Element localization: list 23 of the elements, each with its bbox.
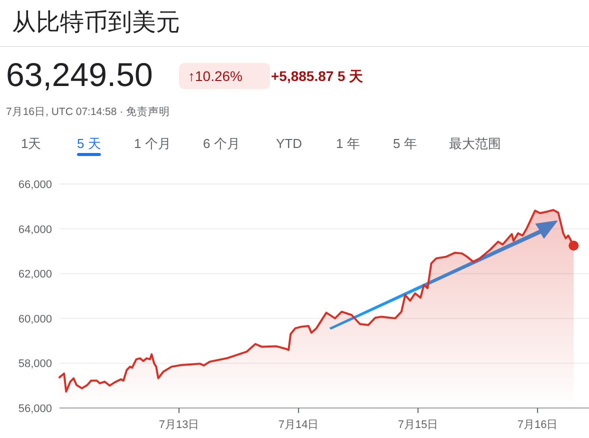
text: 1 年 bbox=[336, 136, 360, 151]
x-tick-label: 7月14日 bbox=[278, 419, 319, 431]
text: 5 年 bbox=[393, 136, 417, 151]
text: 6 个月 bbox=[203, 136, 240, 151]
text: 63,249.50 bbox=[6, 56, 153, 93]
x-tick-label: 7月13日 bbox=[158, 419, 200, 431]
y-tick-label: 66,000 bbox=[18, 179, 52, 191]
text: YTD bbox=[276, 136, 302, 151]
chart-title: 从比特币到美元 bbox=[12, 9, 180, 36]
y-tick-label: 58,000 bbox=[18, 358, 52, 370]
text: 最大范围 bbox=[449, 136, 501, 151]
text: ↑10.26% bbox=[188, 68, 242, 84]
text: 1 个月 bbox=[134, 136, 171, 151]
text: 7月16日, UTC 07:14:58 · 免责声明 bbox=[6, 105, 170, 118]
text: +5,885.87 5 天 bbox=[271, 68, 364, 84]
y-tick-label: 62,000 bbox=[18, 268, 52, 281]
text: 1天 bbox=[21, 136, 42, 151]
y-tick-label: 60,000 bbox=[18, 313, 52, 326]
x-tick-label: 7月15日 bbox=[398, 419, 438, 431]
x-tick-label: 7月16日 bbox=[517, 419, 558, 431]
text: 5 天 bbox=[77, 136, 101, 151]
y-tick-label: 64,000 bbox=[18, 224, 52, 236]
y-tick-label: 56,000 bbox=[18, 403, 52, 415]
